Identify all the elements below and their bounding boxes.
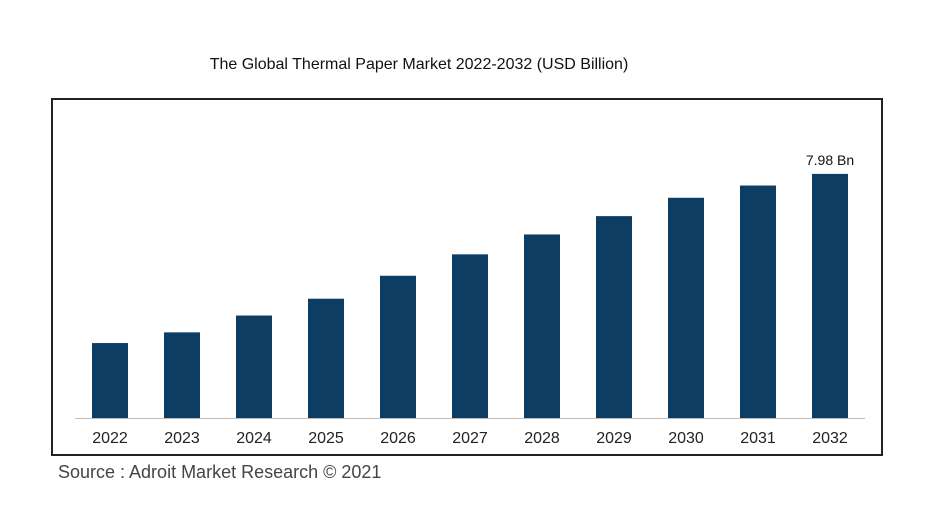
bar-2026 (380, 275, 416, 418)
x-tick-label-2022: 2022 (92, 430, 128, 447)
bar-2023 (164, 332, 200, 418)
bar-chart: 2022 2023 2024 2025 2026 2027 2028 2029 2030 2031… (75, 152, 865, 447)
data-label-2032: 7.98 Bn (806, 152, 854, 168)
bar-2030 (668, 197, 704, 418)
x-tick-label-2032: 2032 (812, 430, 848, 447)
bar-2025 (308, 298, 344, 418)
bar-2031 (740, 185, 776, 418)
bar-2028 (524, 234, 560, 418)
x-tick-label-2024: 2024 (236, 430, 272, 447)
x-tick-label-2031: 2031 (740, 430, 776, 447)
source-note: Source : Adroit Market Research © 2021 (58, 462, 382, 482)
bar-2022 (92, 343, 128, 418)
bar-2029 (596, 216, 632, 418)
x-tick-label-2027: 2027 (452, 430, 488, 447)
bar-2032 (812, 173, 848, 418)
x-tick-label-2030: 2030 (668, 430, 704, 447)
bar-2024 (236, 315, 272, 418)
x-tick-label-2028: 2028 (524, 430, 560, 447)
chart-frame: 2022 2023 2024 2025 2026 2027 2028 2029 2030 2031… (51, 98, 883, 456)
x-tick-label-2026: 2026 (380, 430, 416, 447)
x-tick-label-2023: 2023 (164, 430, 200, 447)
x-tick-label-2029: 2029 (596, 430, 632, 447)
x-tick-label-2025: 2025 (308, 430, 344, 447)
bar-2027 (452, 254, 488, 418)
chart-title: The Global Thermal Paper Market 2022-203… (209, 56, 629, 73)
